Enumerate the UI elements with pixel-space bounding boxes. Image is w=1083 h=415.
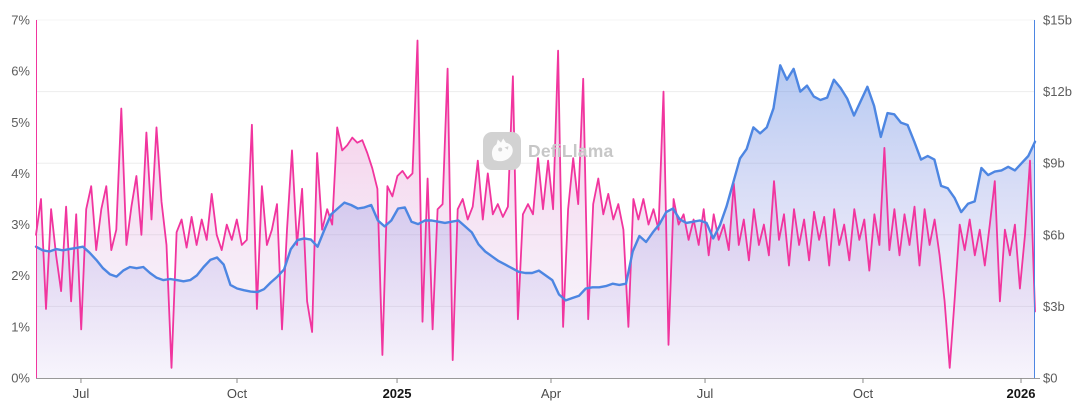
x-axis-label: Apr — [541, 386, 562, 401]
y-axis-left-label: 3% — [11, 217, 30, 232]
y-axis-left-label: 7% — [11, 13, 30, 28]
y-axis-left-label: 5% — [11, 115, 30, 130]
y-axis-left-label: 6% — [11, 64, 30, 79]
y-axis-left-label: 2% — [11, 268, 30, 283]
y-axis-right-label: $3b — [1043, 299, 1065, 314]
x-axis-label: 2026 — [1007, 386, 1036, 401]
y-axis-left-label: 4% — [11, 166, 30, 181]
y-axis-right-label: $15b — [1043, 13, 1072, 28]
y-axis-right-label: $9b — [1043, 156, 1065, 171]
blue-series-area — [36, 65, 1035, 379]
y-axis-right-label: $0 — [1043, 371, 1057, 386]
y-axis-left-label: 0% — [11, 371, 30, 386]
y-axis-right-label: $12b — [1043, 84, 1072, 99]
blue-series-line — [34, 64, 1037, 302]
x-axis-label: Oct — [227, 386, 248, 401]
x-axis-label: Oct — [853, 386, 874, 401]
x-axis-label: Jul — [697, 386, 714, 401]
x-axis-label: Jul — [73, 386, 90, 401]
y-axis-left-label: 1% — [11, 319, 30, 334]
x-axis-label: 2025 — [383, 386, 412, 401]
y-axis-right-label: $6b — [1043, 227, 1065, 242]
pink-series-line — [35, 39, 1036, 369]
